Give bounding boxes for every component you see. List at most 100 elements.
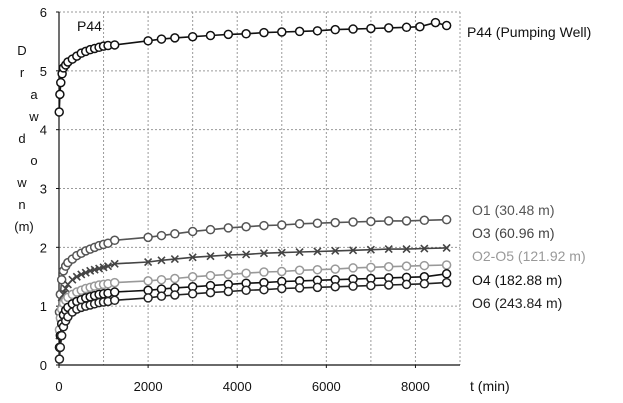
data-point [170, 229, 180, 239]
data-point [330, 217, 340, 228]
data-point [144, 257, 153, 267]
y-axis-label-char: d [18, 131, 25, 146]
y-tick-label: 6 [40, 5, 47, 20]
data-point [241, 268, 251, 278]
y-tick-label: 2 [40, 240, 47, 255]
tick-labels: 0 1 2 3 4 5 6 0 2000 4000 6000 8000 [40, 5, 430, 394]
series-label: O6 (243.84 m) [472, 295, 562, 311]
y-axis-label-char: r [20, 65, 25, 80]
data-point [277, 283, 287, 294]
series-label: P44 (Pumping Well) [467, 24, 591, 40]
data-point [259, 220, 269, 231]
y-axis-label-char: o [30, 153, 37, 168]
data-point [401, 216, 412, 226]
y-tick-label: 1 [40, 299, 47, 314]
data-point [55, 89, 65, 100]
data-point [441, 214, 452, 225]
data-point [312, 282, 323, 293]
data-point [109, 277, 120, 288]
data-point [223, 269, 234, 280]
data-point [205, 30, 216, 41]
data-point [156, 291, 167, 301]
data-point [259, 267, 269, 277]
data-point [295, 247, 304, 257]
data-point [419, 260, 430, 271]
data-point [143, 232, 153, 243]
data-point [383, 280, 394, 290]
data-point [313, 247, 322, 256]
data-point [81, 268, 90, 277]
data-point [143, 276, 153, 286]
data-point [170, 273, 180, 284]
y-tick-label: 4 [40, 123, 47, 138]
data-point [366, 23, 376, 34]
series-layer [54, 17, 452, 364]
data-point [312, 264, 323, 275]
data-point [242, 250, 251, 259]
data-point [109, 40, 120, 50]
data-point [187, 289, 198, 299]
series-2 [55, 243, 451, 340]
data-point [61, 284, 70, 293]
data-point [402, 245, 411, 254]
data-point [109, 295, 120, 306]
data-point [383, 23, 394, 33]
data-point [56, 274, 67, 285]
series-label: O2-O5 (121.92 m) [472, 248, 586, 264]
data-point [156, 230, 167, 241]
data-point [241, 29, 251, 39]
series-label: O3 (60.96 m) [472, 225, 554, 241]
data-point [259, 284, 269, 295]
data-point [223, 286, 234, 297]
data-point [384, 245, 393, 254]
series-label: O1 (30.48 m) [472, 202, 554, 218]
data-point [187, 272, 198, 282]
data-point [348, 217, 358, 227]
x-tick-label: 6000 [312, 379, 341, 394]
data-point [294, 219, 305, 229]
series-labels: P44 (Pumping Well) O1 (30.48 m) O3 (60.96 … [467, 24, 591, 311]
data-point [109, 235, 120, 246]
data-point [366, 216, 376, 227]
x-axis-label: t (min) [470, 378, 510, 394]
data-point [110, 259, 119, 268]
data-point [383, 216, 394, 226]
data-point [430, 17, 441, 28]
data-point [441, 260, 452, 270]
data-point [241, 221, 251, 232]
data-point [187, 226, 198, 237]
data-point [170, 33, 180, 43]
data-point [187, 31, 198, 42]
data-point [170, 255, 179, 264]
data-point [349, 246, 358, 255]
data-point [420, 244, 429, 253]
data-point [277, 248, 286, 257]
series-5 [54, 277, 452, 364]
data-point [241, 285, 251, 296]
data-point [331, 246, 340, 255]
data-point [143, 36, 153, 46]
data-point [55, 342, 66, 353]
series-label: O4 (182.88 m) [472, 272, 562, 288]
data-point [277, 266, 287, 277]
y-axis-label-unit: (m) [14, 219, 34, 234]
data-point [224, 250, 233, 260]
series-line [58, 21, 447, 113]
data-point [170, 290, 180, 300]
data-point [415, 21, 425, 32]
data-point [441, 269, 452, 279]
data-point [366, 280, 376, 291]
data-point [157, 256, 166, 265]
y-axis-label-char: n [18, 197, 25, 212]
data-point [205, 287, 216, 298]
y-tick-label: 3 [40, 182, 47, 197]
data-point [441, 20, 452, 31]
data-point [330, 264, 340, 274]
data-point [401, 261, 412, 271]
data-point [348, 281, 358, 291]
data-point [54, 107, 64, 117]
data-point [223, 29, 234, 40]
data-point [259, 27, 269, 38]
data-point [366, 262, 376, 273]
